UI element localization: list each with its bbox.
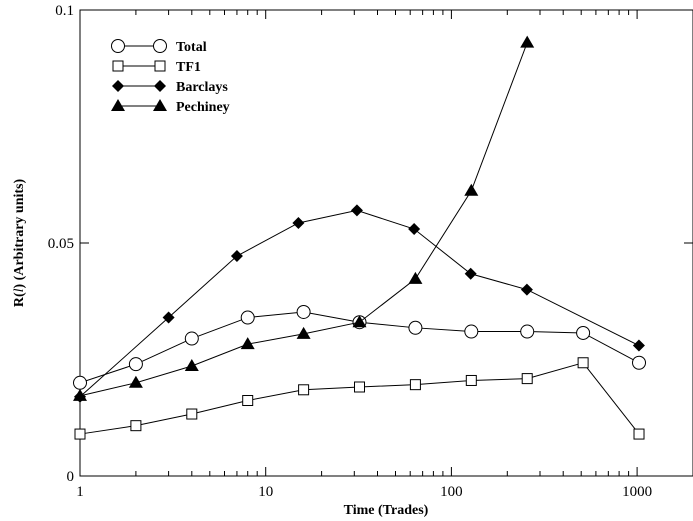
marker-square bbox=[130, 420, 142, 432]
marker-circle bbox=[153, 39, 167, 53]
y-axis-label: R(l) (Arbitrary units) bbox=[12, 179, 27, 308]
series-barclays bbox=[74, 204, 645, 403]
marker-triangle bbox=[408, 271, 423, 284]
marker-square bbox=[112, 60, 124, 72]
marker-diamond bbox=[162, 311, 175, 324]
x-tick-label: 1000 bbox=[622, 484, 652, 500]
marker-triangle bbox=[240, 337, 255, 350]
x-axis-label: Time (Trades) bbox=[344, 503, 429, 518]
marker-triangle bbox=[153, 99, 167, 111]
y-axis-label-suffix: ) (Arbitrary units) bbox=[12, 179, 27, 289]
legend-entry-pechiney: Pechiney bbox=[111, 99, 230, 115]
marker-circle bbox=[520, 324, 535, 339]
marker-diamond bbox=[632, 339, 645, 352]
series-total bbox=[73, 304, 647, 390]
legend-label: Pechiney bbox=[176, 100, 230, 115]
marker-square bbox=[521, 373, 533, 385]
marker-square bbox=[465, 374, 477, 386]
marker-circle bbox=[408, 320, 423, 335]
legend-entry-tf1: TF1 bbox=[112, 60, 201, 75]
marker-circle bbox=[576, 325, 591, 340]
marker-square bbox=[154, 60, 166, 72]
marker-triangle bbox=[111, 99, 125, 111]
marker-circle bbox=[111, 39, 125, 53]
marker-circle bbox=[296, 304, 311, 319]
marker-triangle bbox=[352, 315, 367, 328]
marker-circle bbox=[464, 324, 479, 339]
marker-circle bbox=[184, 331, 199, 346]
x-tick-label: 100 bbox=[440, 484, 463, 500]
legend-entry-barclays: Barclays bbox=[112, 80, 228, 95]
legend-label: Barclays bbox=[176, 80, 228, 95]
marker-square bbox=[74, 428, 86, 440]
y-axis-label-prefix: R( bbox=[12, 292, 27, 307]
marker-triangle bbox=[128, 375, 143, 388]
x-tick-label: 1 bbox=[76, 484, 84, 500]
marker-square bbox=[633, 428, 645, 440]
y-tick-label: 0.05 bbox=[48, 236, 74, 252]
marker-circle bbox=[632, 355, 647, 370]
y-tick-label: 0.1 bbox=[55, 3, 74, 19]
marker-triangle bbox=[464, 183, 479, 196]
marker-circle bbox=[128, 357, 143, 372]
y-tick-label: 0 bbox=[67, 469, 75, 485]
legend: Total TF1 Barclays Pechiney bbox=[111, 39, 230, 115]
marker-diamond bbox=[154, 80, 166, 92]
plot-frame bbox=[79, 9, 693, 477]
marker-diamond bbox=[408, 223, 421, 236]
series-layer bbox=[73, 35, 647, 440]
marker-diamond bbox=[520, 283, 533, 296]
marker-triangle bbox=[296, 326, 311, 339]
marker-circle bbox=[240, 310, 255, 325]
marker-triangle bbox=[520, 35, 535, 48]
marker-diamond bbox=[230, 250, 243, 263]
marker-square bbox=[577, 357, 589, 369]
marker-diamond bbox=[350, 204, 363, 217]
marker-circle bbox=[73, 375, 87, 390]
marker-square bbox=[242, 395, 254, 407]
marker-square bbox=[298, 384, 310, 396]
marker-diamond bbox=[112, 80, 124, 92]
marker-triangle bbox=[184, 359, 199, 372]
series-line bbox=[79, 362, 640, 435]
marker-diamond bbox=[464, 267, 477, 280]
marker-triangle bbox=[73, 388, 87, 401]
x-tick-label: 10 bbox=[258, 484, 273, 500]
axis-ticks: 1 10 100 1000 0 0.05 0.1 bbox=[48, 3, 693, 500]
series-pechiney bbox=[73, 35, 535, 401]
series-line bbox=[79, 209, 640, 398]
legend-entry-total: Total bbox=[111, 39, 207, 55]
series-line bbox=[79, 42, 528, 397]
marker-square bbox=[409, 379, 421, 391]
marker-diamond bbox=[292, 216, 305, 229]
y-axis-label-variable: l bbox=[12, 288, 27, 292]
legend-label: TF1 bbox=[176, 60, 201, 75]
marker-square bbox=[186, 408, 198, 420]
series-tf1 bbox=[74, 357, 645, 440]
marker-square bbox=[354, 381, 366, 393]
legend-label: Total bbox=[176, 40, 207, 55]
